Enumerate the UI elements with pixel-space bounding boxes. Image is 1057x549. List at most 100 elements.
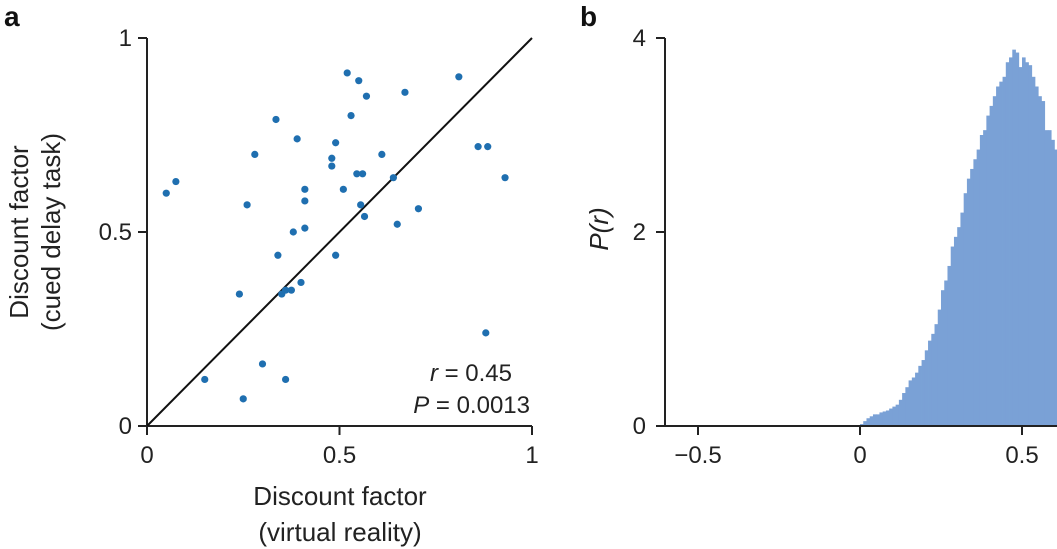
- histogram-bar: [950, 246, 955, 426]
- scatter-point: [301, 197, 309, 205]
- histogram-bar: [908, 380, 913, 426]
- scatter-point: [287, 286, 295, 294]
- scatter-point: [328, 154, 336, 162]
- x-tick-label-b: 0.5: [1005, 442, 1038, 469]
- scatter-point: [393, 220, 401, 228]
- scatter-point: [378, 150, 386, 158]
- histogram-bar: [1038, 96, 1042, 426]
- histogram-bar: [1044, 130, 1049, 426]
- scatter-point: [328, 162, 336, 170]
- scatter-point: [172, 177, 180, 186]
- x-tick-label: 1: [525, 442, 538, 469]
- scatter-point: [274, 251, 282, 259]
- scatter-point: [289, 228, 297, 236]
- histogram-bar: [905, 387, 909, 426]
- histogram-bar: [999, 81, 1003, 427]
- y-axis-label-line-2: (cued delay task): [36, 133, 66, 331]
- scatter-point: [243, 201, 251, 209]
- histogram-bar: [966, 178, 971, 426]
- y-tick-label: 0.5: [99, 219, 132, 246]
- y-axis-label-b: P(r): [584, 207, 614, 250]
- histogram-bar: [892, 406, 897, 426]
- x-axis-label-line-2: (virtual reality): [258, 517, 421, 547]
- histogram-bar: [992, 96, 997, 426]
- histogram-bar: [866, 418, 871, 426]
- histogram-panel: −0.5 0 0.5 0 2 4 P(r): [584, 25, 1057, 469]
- scatter-point: [235, 290, 243, 298]
- histogram-bar: [1041, 101, 1046, 427]
- panel-a-label: a: [4, 1, 20, 32]
- histogram-bar: [1047, 130, 1052, 426]
- scatter-point: [482, 329, 490, 337]
- y-axis-label-line-1: Discount factor: [4, 145, 34, 319]
- histogram-bar: [902, 393, 906, 426]
- scatter-point: [282, 375, 290, 384]
- histogram-bar: [976, 149, 981, 427]
- scatter-point: [401, 88, 409, 96]
- scatter-point: [389, 174, 397, 182]
- scatter-point: [332, 139, 340, 147]
- r-annotation: r = 0.45: [430, 360, 512, 387]
- scatter-point: [362, 92, 371, 100]
- histogram-bar: [911, 377, 916, 426]
- histogram-bar: [1009, 57, 1013, 427]
- y-tick-label: 1: [119, 25, 132, 52]
- histogram-bar: [1002, 76, 1007, 427]
- histogram-bar: [898, 399, 903, 426]
- scatter-point: [484, 143, 492, 151]
- histogram-bar: [1005, 62, 1010, 426]
- histogram-bar: [986, 115, 990, 426]
- histogram-bar: [931, 333, 935, 426]
- histogram-bar: [889, 408, 893, 426]
- scatter-point: [251, 150, 259, 158]
- scatter-point: [339, 185, 347, 193]
- y-tick-label-b: 0: [633, 413, 646, 440]
- histogram-bar: [960, 212, 965, 426]
- histogram-bar: [1034, 86, 1039, 426]
- scatter-point: [239, 395, 247, 403]
- scatter-point: [355, 77, 363, 85]
- scatter-point: [332, 251, 340, 259]
- histogram-bar: [895, 404, 900, 426]
- scatter-point: [353, 170, 361, 178]
- scatter-point: [360, 212, 369, 221]
- histogram-bar: [876, 414, 880, 426]
- scatter-point: [343, 69, 351, 77]
- scatter-point: [282, 286, 290, 294]
- histogram-bar: [944, 280, 948, 426]
- scatter-point: [162, 189, 170, 197]
- x-tick-label-b: 0: [853, 442, 866, 469]
- scatter-point: [357, 201, 365, 209]
- identity-line: [146, 37, 533, 427]
- scatter-point: [455, 73, 463, 81]
- histogram-bar: [989, 105, 994, 427]
- histogram-bar: [921, 360, 926, 426]
- panel-b-label: b: [580, 1, 597, 32]
- histogram-bar: [918, 365, 922, 426]
- histogram-bar: [879, 412, 884, 426]
- histogram-bar: [1028, 65, 1033, 426]
- scatter-point: [258, 360, 267, 368]
- histogram-bar: [872, 414, 877, 426]
- histogram-bar: [1012, 49, 1016, 426]
- histogram-bar: [924, 350, 929, 426]
- histogram-bar: [941, 290, 945, 426]
- x-axis-label-line-1: Discount factor: [253, 481, 427, 511]
- histogram-bar: [973, 159, 978, 426]
- histogram-bar: [953, 236, 958, 426]
- p-annotation: P = 0.0013: [413, 392, 530, 419]
- scatter-point: [501, 174, 509, 182]
- histogram-bar: [1051, 139, 1055, 426]
- scatter-point: [359, 170, 367, 178]
- histogram-bar: [885, 410, 890, 426]
- scatter-point: [301, 185, 309, 193]
- histogram-bar: [996, 86, 1000, 426]
- scatter-point: [414, 205, 423, 213]
- scatter-point: [474, 143, 482, 151]
- histogram-bar: [1015, 52, 1020, 427]
- histogram-bar: [983, 130, 987, 426]
- y-tick-label-b: 2: [633, 219, 646, 246]
- histogram-bar: [1022, 57, 1026, 427]
- histogram-bar: [1031, 76, 1036, 427]
